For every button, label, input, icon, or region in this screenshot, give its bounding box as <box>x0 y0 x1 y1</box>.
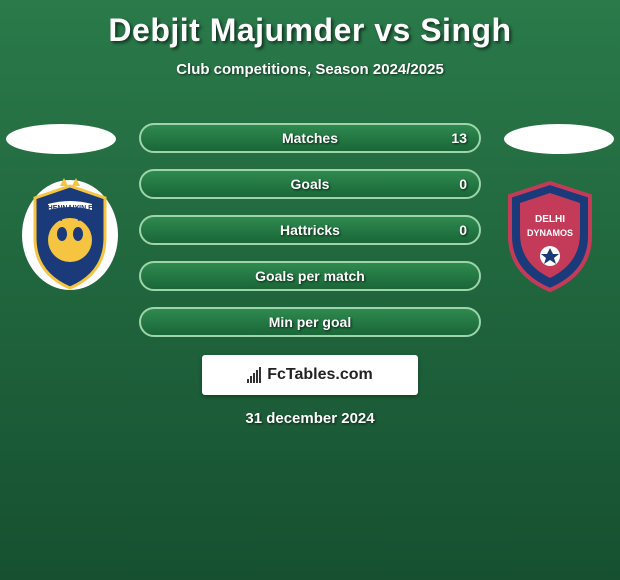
club-left-logo: CHENNAIYIN FC <box>20 178 120 293</box>
stat-label: Goals <box>291 176 330 192</box>
chennaiyin-fc-logo-icon: CHENNAIYIN FC <box>20 178 120 293</box>
player-left-avatar <box>6 124 116 154</box>
page-title: Debjit Majumder vs Singh <box>0 0 620 49</box>
club-right-logo: DELHI DYNAMOS <box>500 178 600 293</box>
delhi-dynamos-logo-icon: DELHI DYNAMOS <box>500 178 600 293</box>
branding-badge: FcTables.com <box>202 355 418 395</box>
club-left-name-text: CHENNAIYIN FC <box>43 205 98 212</box>
stat-label: Hattricks <box>280 222 340 238</box>
stat-row-goals-per-match: Goals per match <box>139 261 481 291</box>
stat-label: Min per goal <box>269 314 351 330</box>
stat-label: Goals per match <box>255 268 365 284</box>
stat-row-min-per-goal: Min per goal <box>139 307 481 337</box>
player-right-avatar <box>504 124 614 154</box>
stat-row-hattricks: Hattricks 0 <box>139 215 481 245</box>
stat-right-value: 13 <box>451 130 467 146</box>
stats-container: Matches 13 Goals 0 Hattricks 0 Goals per… <box>139 123 481 353</box>
stat-right-value: 0 <box>459 222 467 238</box>
date-text: 31 december 2024 <box>0 410 620 427</box>
stat-row-goals: Goals 0 <box>139 169 481 199</box>
stat-label: Matches <box>282 130 338 146</box>
subtitle: Club competitions, Season 2024/2025 <box>0 61 620 78</box>
branding-text: FcTables.com <box>267 366 373 384</box>
stat-row-matches: Matches 13 <box>139 123 481 153</box>
stat-right-value: 0 <box>459 176 467 192</box>
chart-bars-icon <box>247 367 261 383</box>
club-right-name-text-2: DYNAMOS <box>527 228 573 238</box>
club-right-name-text-1: DELHI <box>535 214 565 225</box>
